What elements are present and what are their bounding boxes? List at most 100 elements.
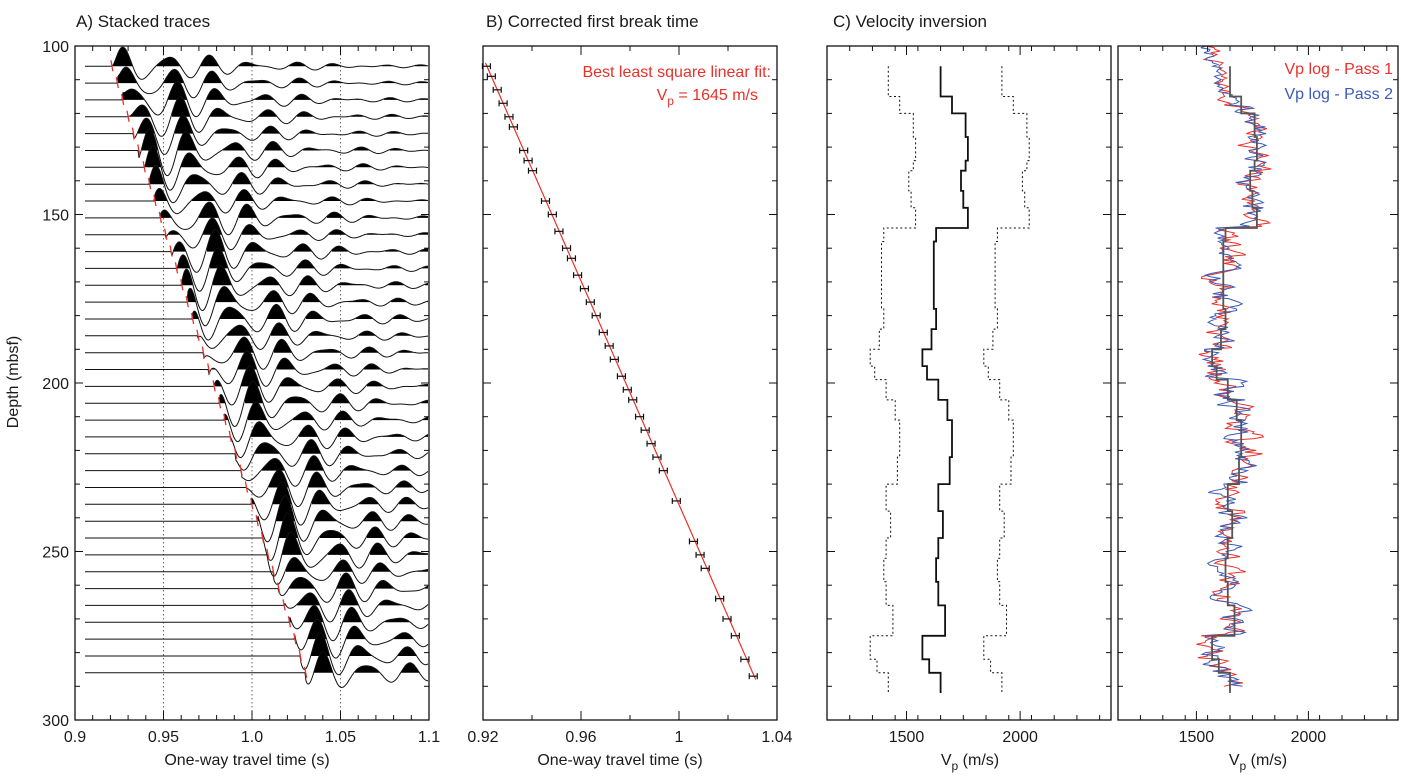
trace bbox=[85, 144, 429, 191]
data-point bbox=[547, 211, 557, 218]
first-break-pick bbox=[260, 531, 265, 544]
first-break-pick bbox=[212, 380, 216, 392]
trace bbox=[85, 66, 429, 99]
data-point bbox=[646, 440, 656, 447]
trace-lobe bbox=[174, 241, 186, 252]
trace-lobe bbox=[234, 337, 254, 353]
panel-c-title: C) Velocity inversion bbox=[833, 12, 987, 31]
x-tick-label: 1.05 bbox=[325, 729, 356, 746]
first-break-pick bbox=[293, 633, 297, 645]
x-tick-label: 1500 bbox=[1179, 729, 1215, 746]
panel-a-title: A) Stacked traces bbox=[76, 12, 210, 31]
data-point bbox=[508, 123, 518, 130]
trace-lobe bbox=[268, 159, 285, 168]
trace bbox=[85, 512, 429, 561]
trace-lobe bbox=[399, 497, 416, 505]
trace-lobe bbox=[164, 69, 184, 84]
first-break-pick bbox=[174, 262, 179, 274]
x-tick-label: 0.96 bbox=[565, 729, 596, 746]
trace-lobe bbox=[346, 626, 366, 640]
trace bbox=[85, 81, 429, 118]
trace-lobe bbox=[303, 293, 320, 303]
trace bbox=[85, 188, 429, 215]
data-point bbox=[527, 167, 538, 174]
trace-lobe bbox=[188, 288, 196, 303]
trace-lobe bbox=[297, 111, 313, 117]
data-point bbox=[695, 551, 705, 558]
data-point bbox=[486, 73, 496, 80]
panel-c-frame bbox=[826, 45, 1112, 721]
trace-lobe bbox=[311, 633, 330, 656]
data-point bbox=[715, 595, 725, 602]
trace bbox=[85, 439, 429, 471]
data-point bbox=[561, 245, 572, 252]
trace-lobe bbox=[285, 396, 310, 404]
panel-b-annotation-line1: Best least square linear fit: bbox=[582, 64, 771, 81]
first-break-pick bbox=[207, 363, 211, 375]
trace-lobe bbox=[215, 128, 241, 134]
data-point bbox=[604, 342, 614, 349]
trace bbox=[85, 265, 429, 312]
first-break-pick bbox=[282, 599, 286, 611]
data-point bbox=[688, 538, 699, 545]
trace-lobe bbox=[155, 188, 168, 201]
panel-c-xlabel: Vp (m/s) bbox=[941, 752, 999, 773]
panel-c-velocity-inversion: C) Velocity inversion Vp (m/s) 1500 2000 bbox=[826, 12, 1112, 773]
first-break-pick bbox=[110, 60, 114, 72]
first-break-pick bbox=[271, 565, 275, 577]
trace bbox=[85, 605, 429, 642]
trace-lobe bbox=[306, 311, 324, 319]
first-break-pick bbox=[201, 346, 206, 358]
trace bbox=[85, 247, 429, 292]
trace-lobe bbox=[408, 551, 428, 555]
trace-lobe bbox=[216, 286, 237, 303]
trace-lobe bbox=[277, 358, 296, 370]
first-break-pick bbox=[147, 178, 152, 190]
y-tick-label: 300 bbox=[42, 713, 69, 730]
data-point bbox=[519, 147, 529, 154]
trace bbox=[85, 495, 429, 543]
trace-lobe bbox=[338, 428, 355, 437]
first-break-pick bbox=[287, 616, 292, 628]
trace-lobe bbox=[420, 249, 428, 252]
data-point bbox=[579, 285, 590, 292]
trace bbox=[85, 421, 429, 458]
trace-lobe bbox=[118, 67, 137, 84]
x-tick-label: 0.92 bbox=[467, 729, 498, 746]
trace bbox=[85, 350, 429, 387]
data-point bbox=[634, 413, 645, 420]
trace-lobe bbox=[332, 246, 348, 252]
trace bbox=[85, 114, 429, 155]
trace-lobe bbox=[335, 411, 353, 421]
trace-lobe bbox=[309, 331, 331, 336]
trace-lobe bbox=[145, 145, 161, 168]
panel-a-frame bbox=[74, 45, 430, 721]
trace-lobe bbox=[344, 465, 367, 471]
data-point bbox=[740, 656, 750, 663]
velocity-line bbox=[921, 66, 969, 693]
trace-lobe bbox=[181, 153, 202, 168]
lower-bound-line bbox=[869, 66, 917, 693]
trace-lobe bbox=[244, 80, 271, 84]
data-point bbox=[652, 454, 662, 461]
panel-b-fit-line bbox=[484, 62, 757, 680]
first-break-pick bbox=[239, 464, 243, 476]
trace-lobe bbox=[299, 425, 318, 437]
trace-lobe bbox=[168, 81, 187, 100]
first-break-pick bbox=[190, 312, 195, 325]
trace-lobe bbox=[393, 465, 411, 471]
trace-lobe bbox=[242, 224, 261, 235]
trace-lobe bbox=[113, 47, 133, 67]
trace-lobe bbox=[379, 600, 402, 606]
trace-lobe bbox=[315, 510, 337, 522]
trace bbox=[85, 46, 429, 80]
trace bbox=[85, 531, 429, 577]
data-point bbox=[700, 565, 710, 572]
trace bbox=[85, 618, 429, 659]
trace-lobe bbox=[182, 269, 193, 286]
trace-lobe bbox=[303, 148, 321, 151]
data-point bbox=[722, 615, 732, 622]
data-point bbox=[554, 228, 564, 235]
trace-lobe bbox=[271, 177, 289, 185]
